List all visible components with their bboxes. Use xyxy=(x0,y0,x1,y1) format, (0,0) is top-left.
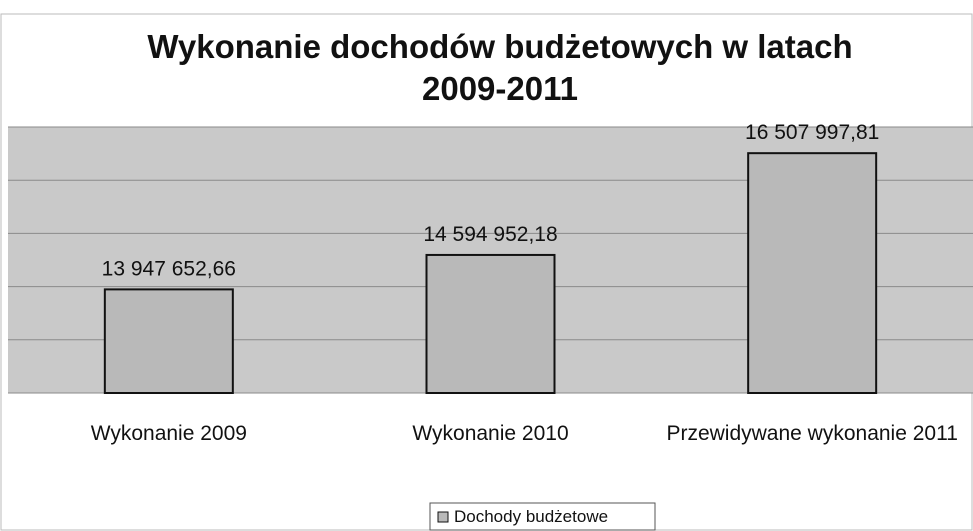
data-label: 14 594 952,18 xyxy=(423,223,557,246)
chart-title: Wykonanie dochodów budżetowych w latach 2… xyxy=(147,28,852,107)
data-label: 16 507 997,81 xyxy=(745,121,879,144)
bar xyxy=(425,253,556,394)
x-tick-label: Przewidywane wykonanie 2011 xyxy=(666,422,957,445)
bar xyxy=(747,152,878,394)
x-tick-label: Wykonanie 2010 xyxy=(412,422,568,445)
legend-box xyxy=(429,502,656,531)
legend-swatch xyxy=(437,511,449,523)
x-tick-label: Wykonanie 2009 xyxy=(91,422,247,445)
data-label: 13 947 652,66 xyxy=(102,257,236,280)
legend-label: Dochody budżetowe xyxy=(454,507,608,526)
bar xyxy=(103,288,234,395)
